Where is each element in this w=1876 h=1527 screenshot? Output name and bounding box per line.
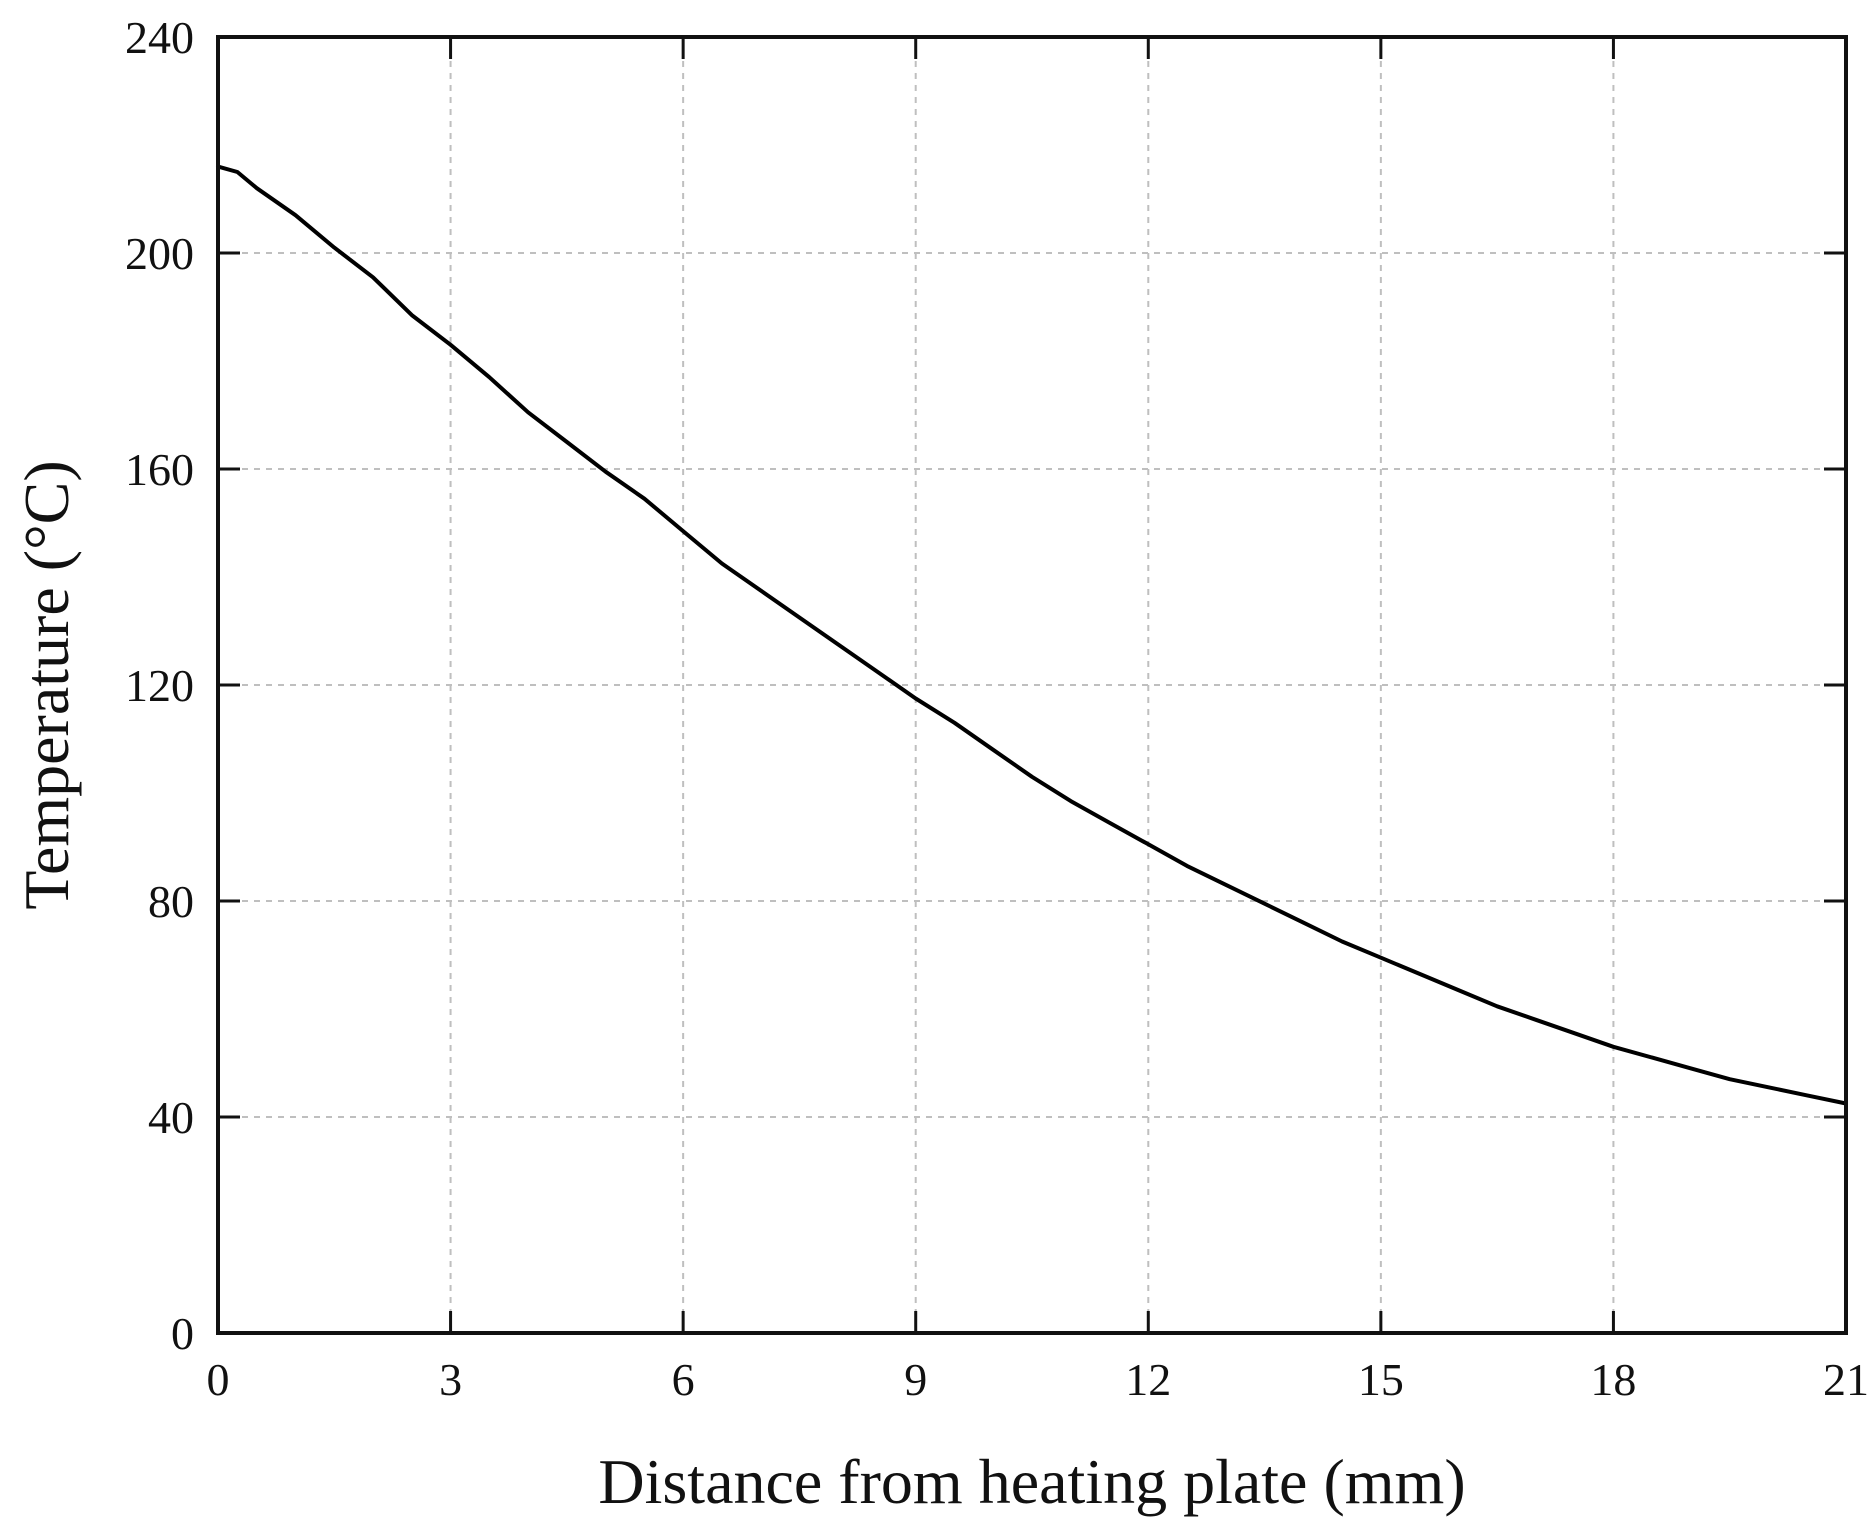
y-tick-labels: 0 40 80 120 160 200 240 [125,12,194,1359]
y-tick-label: 40 [148,1092,194,1143]
x-tick-label: 21 [1823,1354,1869,1405]
y-axis-label: Temperature (°C) [11,460,82,909]
x-tick-label: 12 [1125,1354,1171,1405]
x-tick-label: 0 [207,1354,230,1405]
x-tick-label: 15 [1358,1354,1404,1405]
y-tick-label: 120 [125,660,194,711]
y-tick-label: 0 [171,1308,194,1359]
temperature-series-line [216,164,1848,1106]
x-axis-label: Distance from heating plate (mm) [598,1446,1465,1517]
x-tick-label: 18 [1590,1354,1636,1405]
x-tick-label: 9 [904,1354,927,1405]
y-tick-label: 240 [125,12,194,63]
y-tick-label: 160 [125,444,194,495]
grid [218,37,1846,1333]
y-tick-label: 200 [125,228,194,279]
series-layer [216,164,1848,1106]
plot-frame [216,35,1848,1335]
x-tick-label: 6 [672,1354,695,1405]
y-tick-label: 80 [148,876,194,927]
x-tick-label: 3 [439,1354,462,1405]
x-tick-labels: 0 3 6 9 12 15 18 21 [207,1354,1870,1405]
